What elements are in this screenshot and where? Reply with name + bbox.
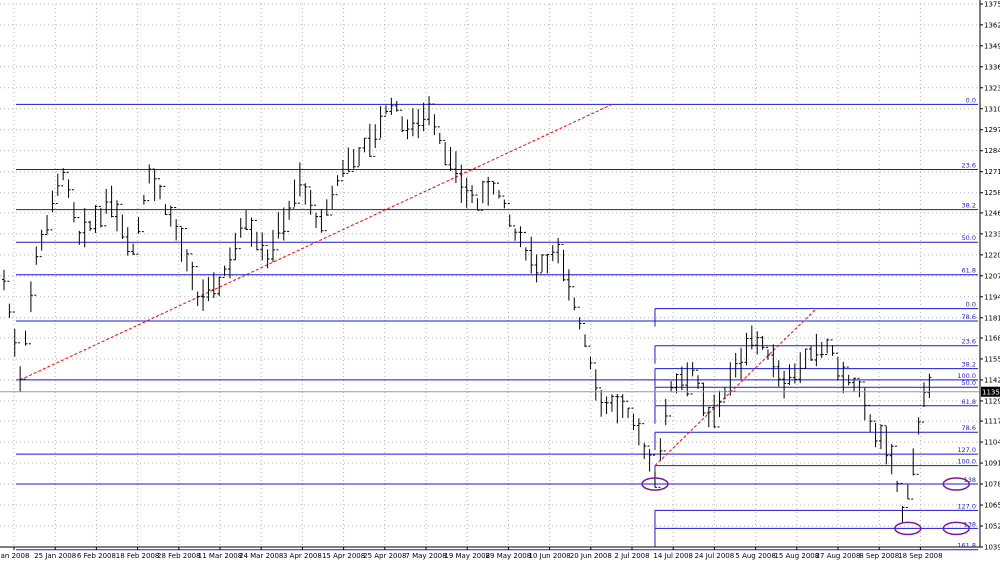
x-tick-label: 25 Apr 2008 bbox=[363, 552, 406, 560]
y-tick-label: 13108 bbox=[984, 105, 1000, 113]
y-tick-label: 12463 bbox=[984, 209, 1000, 217]
y-tick-label: 13628 bbox=[984, 21, 1000, 29]
fib-level-label: 50.0 bbox=[962, 379, 976, 387]
x-tick-label: 27 Aug 2008 bbox=[816, 552, 861, 560]
y-tick-label: 11813 bbox=[984, 314, 1000, 322]
x-tick-label: 6 Feb 2008 bbox=[77, 552, 116, 560]
fib-level-label: 61.8 bbox=[962, 398, 976, 406]
fib-level-label: 78.6 bbox=[962, 313, 976, 321]
y-tick-label: 12588 bbox=[984, 189, 1000, 197]
y-tick-label: 11173 bbox=[984, 418, 1000, 426]
fib-level-label: 0.0 bbox=[966, 301, 976, 309]
x-tick-label: 8 Sep 2008 bbox=[859, 552, 899, 560]
y-tick-label: 10913 bbox=[984, 460, 1000, 468]
highlight-ellipse bbox=[894, 521, 922, 536]
x-tick-label: 15 Aug 2008 bbox=[774, 552, 819, 560]
y-tick-label: 13498 bbox=[984, 42, 1000, 50]
x-tick-label: 25 Jan 2008 bbox=[34, 552, 76, 560]
fib-level-label: 100.0 bbox=[957, 372, 976, 380]
x-tick-label: 10 Jun 2008 bbox=[529, 552, 571, 560]
current-price-tag bbox=[981, 386, 1000, 397]
fib-level-label: 61.8 bbox=[962, 267, 976, 275]
current-price-label: 11355 bbox=[982, 389, 1000, 397]
y-tick-label: 11558 bbox=[984, 355, 1000, 363]
fib-level-label: 23.6 bbox=[962, 161, 976, 169]
y-tick-label: 11428 bbox=[984, 376, 1000, 384]
y-tick-label: 12718 bbox=[984, 168, 1000, 176]
y-tick-label: 13368 bbox=[984, 63, 1000, 71]
fib-level-label: 161.8 bbox=[957, 542, 976, 550]
y-tick-label: 13757 bbox=[984, 1, 1000, 9]
x-tick-label: 11 Mar 2008 bbox=[198, 552, 242, 560]
fib-level-label: 127.0 bbox=[957, 502, 976, 510]
x-tick-label: 3 Apr 2008 bbox=[283, 552, 322, 560]
trendline-layer bbox=[19, 103, 817, 467]
y-tick-label: 11298 bbox=[984, 397, 1000, 405]
fib-level-label: 138 bbox=[964, 476, 976, 484]
x-tick-label: 24 Mar 2008 bbox=[239, 552, 283, 560]
highlight-ellipse bbox=[942, 521, 971, 536]
x-tick-label: 20 Jun 2008 bbox=[570, 552, 612, 560]
fib-level-label: 38.2 bbox=[962, 361, 976, 369]
fib-level-label: 23.6 bbox=[962, 338, 976, 346]
x-tick-label: 7 May 2008 bbox=[405, 552, 446, 560]
fib-level-label: 50.0 bbox=[962, 234, 976, 242]
highlight-ellipse-layer bbox=[641, 477, 971, 536]
fib-level-label: 127.0 bbox=[957, 446, 976, 454]
highlight-ellipse bbox=[942, 477, 971, 491]
y-tick-label: 11688 bbox=[984, 334, 1000, 342]
fib-level-label: 138 bbox=[964, 520, 976, 528]
x-tick-label: 14 Jul 2008 bbox=[653, 552, 693, 560]
y-tick-label: 11943 bbox=[984, 293, 1000, 301]
x-tick-label: Jan 2008 bbox=[0, 552, 29, 560]
x-tick-label: 18 Feb 2008 bbox=[116, 552, 160, 560]
fib-level-label: 0.0 bbox=[966, 96, 976, 104]
y-tick-label: 11043 bbox=[984, 439, 1000, 447]
y-tick-label: 12848 bbox=[984, 147, 1000, 155]
x-tick-label: 24 Jul 2008 bbox=[695, 552, 735, 560]
y-tick-label: 10653 bbox=[984, 502, 1000, 510]
trendline bbox=[654, 308, 817, 467]
fibonacci-layer: 0.0 23.6 38.2 50.0 61.8 78.6 100.0 127.0 138 161.… bbox=[16, 96, 978, 551]
y-tick-label: 12978 bbox=[984, 126, 1000, 134]
y-tick-label: 10783 bbox=[984, 481, 1000, 489]
x-tick-label: 29 May 2008 bbox=[486, 552, 532, 560]
x-tick-label: 28 Feb 2008 bbox=[157, 552, 201, 560]
fib-level-label: 38.2 bbox=[962, 202, 976, 210]
y-tick-label: 12203 bbox=[984, 251, 1000, 259]
x-tick-label: 19 May 2008 bbox=[444, 552, 490, 560]
y-tick-label: 12333 bbox=[984, 230, 1000, 238]
x-tick-label: 5 Aug 2008 bbox=[735, 552, 775, 560]
x-tick-label: 2 Jul 2008 bbox=[614, 552, 649, 560]
highlight-ellipse bbox=[641, 477, 669, 491]
fib-level-label: 78.6 bbox=[962, 424, 976, 432]
x-tick-label: 18 Sep 2008 bbox=[898, 552, 942, 560]
y-tick-label: 13238 bbox=[984, 84, 1000, 92]
fib-level-label: 100.0 bbox=[957, 458, 976, 466]
x-tick-label: 15 Apr 2008 bbox=[322, 552, 365, 560]
y-tick-label: 10393 bbox=[984, 544, 1000, 552]
trendline bbox=[19, 103, 613, 381]
y-tick-label: 12073 bbox=[984, 272, 1000, 280]
y-tick-label: 10523 bbox=[984, 523, 1000, 531]
